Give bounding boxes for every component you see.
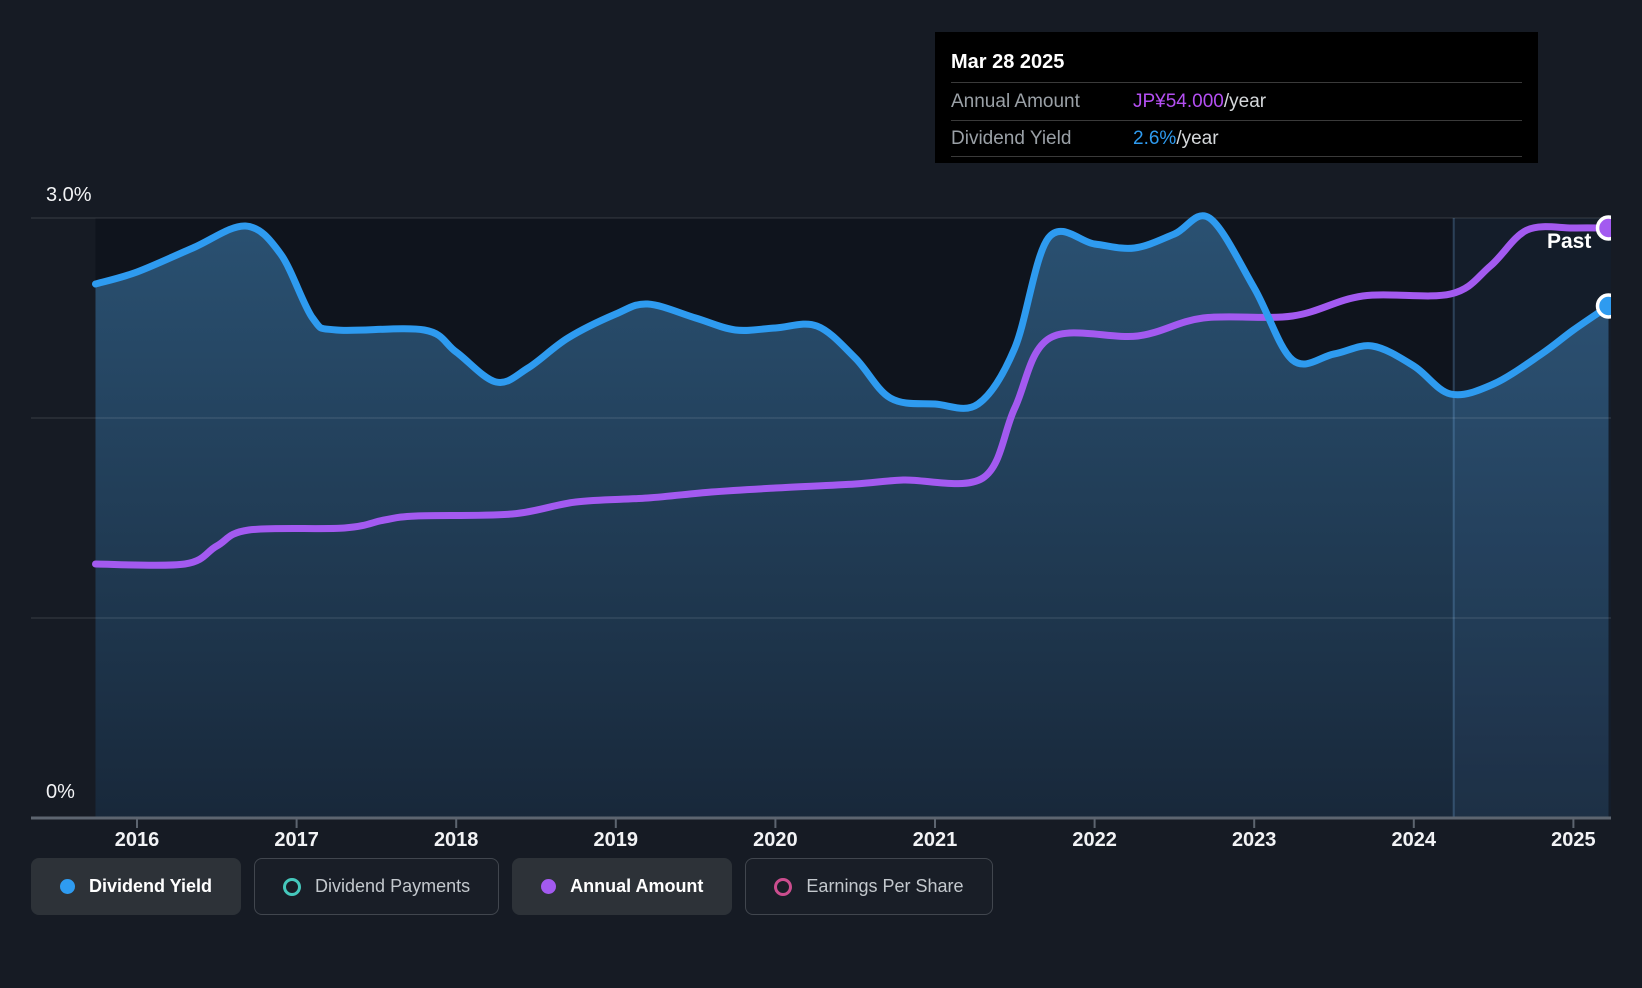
chart-legend: Dividend Yield Dividend Payments Annual Am… [31,858,993,915]
past-year-band [1454,218,1611,818]
chart-tooltip: Mar 28 2025 Annual Amount JP¥54.000/year… [935,32,1538,163]
dividend-history-panel: 2016 2017 2018 2019 2020 2021 2022 2023 2024 2025… [0,0,1642,988]
annual-amount-endpoint-marker [1598,217,1620,239]
tooltip-value-annual-amount: JP¥54.000 [1133,91,1224,112]
tooltip-date: Mar 28 2025 [951,42,1522,82]
x-axis: 2016 2017 2018 2019 2020 2021 2022 2023 2024 2025 [31,818,1611,851]
legend-button-dividend-yield[interactable]: Dividend Yield [31,858,241,915]
legend-button-annual-amount[interactable]: Annual Amount [512,858,732,915]
tooltip-suffix: /year [1176,128,1218,149]
y-axis-label-top: 3.0% [46,184,92,207]
dividend-yield-endpoint-marker [1598,295,1620,317]
ring-dot-icon [283,878,301,896]
x-axis-year-label: 2023 [1232,829,1277,851]
legend-button-earnings-per-share[interactable]: Earnings Per Share [745,858,992,915]
x-axis-year-label: 2019 [594,829,639,851]
tooltip-suffix: /year [1224,91,1266,112]
tooltip-label: Dividend Yield [951,128,1133,150]
legend-label: Dividend Yield [89,876,212,897]
legend-label: Earnings Per Share [806,876,963,897]
x-axis-year-label: 2018 [434,829,479,851]
legend-label: Dividend Payments [315,876,470,897]
filled-dot-icon [541,879,556,894]
ring-dot-icon [774,878,792,896]
tooltip-row-annual-amount: Annual Amount JP¥54.000/year [951,82,1522,120]
y-axis-label-bottom: 0% [46,781,75,804]
tooltip-value-dividend-yield: 2.6% [1133,128,1176,149]
filled-dot-icon [60,879,75,894]
x-axis-year-label: 2020 [753,829,798,851]
x-axis-year-label: 2025 [1551,829,1596,851]
past-label: Past [1547,230,1591,254]
tooltip-row-dividend-yield: Dividend Yield 2.6%/year [951,120,1522,157]
legend-label: Annual Amount [570,876,703,897]
x-axis-year-label: 2017 [274,829,319,851]
x-axis-year-label: 2022 [1072,829,1117,851]
legend-button-dividend-payments[interactable]: Dividend Payments [254,858,499,915]
tooltip-label: Annual Amount [951,91,1133,113]
x-axis-year-label: 2024 [1392,829,1437,851]
x-axis-year-label: 2021 [913,829,958,851]
x-axis-year-label: 2016 [115,829,160,851]
